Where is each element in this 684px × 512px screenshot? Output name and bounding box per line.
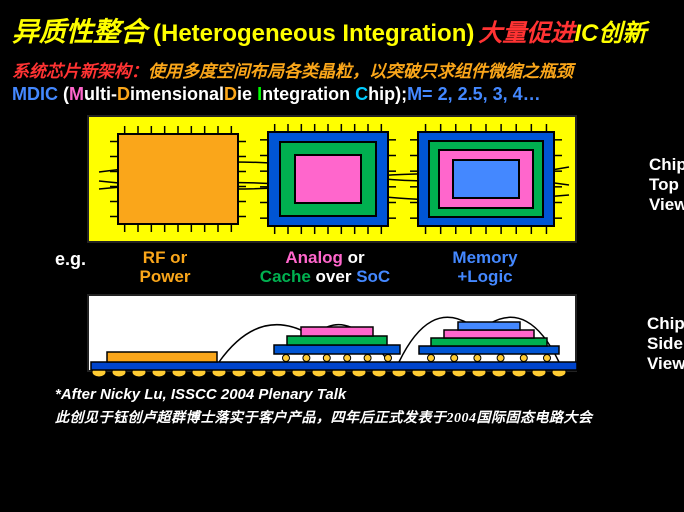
legend-or: or — [343, 248, 365, 267]
title-row: 异质性整合 (Heterogeneous Integration) 大量促进 I… — [0, 0, 684, 53]
legend-eg: e.g. — [55, 249, 105, 270]
subtitle-red: 系统芯片新架构： — [12, 62, 148, 81]
legend-cache: Cache — [260, 267, 311, 286]
mdic-row: MDIC (Multi-DimensionalDie Integration C… — [0, 82, 684, 111]
legend-row: e.g. RF or Power Analog or Cache over So… — [55, 249, 545, 286]
legend-memory: Memory — [452, 248, 517, 267]
chip-top-1 — [257, 121, 399, 237]
legend-soc: SoC — [356, 267, 390, 286]
title-paren: (Heterogeneous Integration) — [153, 20, 474, 48]
chip-top-2 — [407, 121, 565, 237]
side-view-label: ChipSide View — [647, 314, 684, 374]
legend-col-1: RF or Power — [105, 249, 225, 286]
footer-note-cn: 此创见于钰创卢超群博士落实于客户产品，四年后正式发表于2004国际固态电路大会 — [55, 407, 684, 427]
legend-over: over — [311, 267, 356, 286]
footer-citation: *After Nicky Lu, ISSCC 2004 Plenary Talk — [55, 386, 684, 403]
title-main: 异质性整合 — [12, 10, 147, 49]
chip-top-0 — [107, 123, 249, 235]
legend-rf: RF or — [143, 248, 187, 267]
title-red-suffix: 大量促进 — [478, 13, 574, 48]
top-view-label: ChipTop View — [649, 155, 684, 215]
legend-col-2: Analog or Cache over SoC — [235, 249, 415, 286]
legend-analog: Analog — [285, 248, 343, 267]
top-view-box — [87, 115, 577, 243]
title-ic-suffix: IC创新 — [574, 13, 646, 48]
side-view: ChipSide View — [37, 294, 647, 372]
legend-power: Power — [139, 267, 190, 286]
side-view-box — [87, 294, 577, 372]
legend-logic: +Logic — [457, 267, 512, 286]
subtitle-row: 系统芯片新架构：使用多度空间布局各类晶粒，以突破只求组件微缩之瓶颈 — [0, 53, 684, 82]
legend-col-3: Memory +Logic — [425, 249, 545, 286]
top-view: ChipTop View — [37, 115, 647, 243]
subtitle-gold: 使用多度空间布局各类晶粒，以突破只求组件微缩之瓶颈 — [148, 62, 573, 81]
